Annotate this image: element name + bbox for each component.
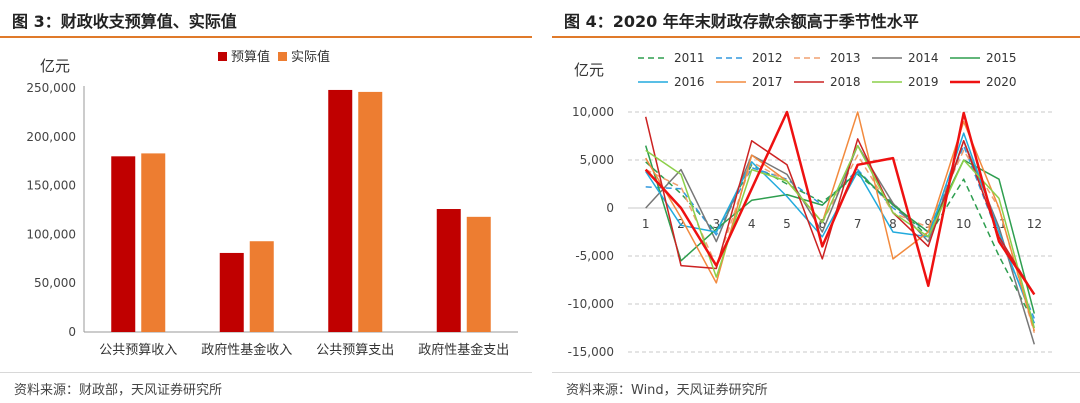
line-chart: 亿元 -15,000 -10,000 -5,000 0 5,000 10,000 1 2 3 4 5 6… xyxy=(568,51,1052,359)
legend-label: 2014 xyxy=(908,51,939,65)
series-line-2013 xyxy=(645,149,1036,334)
right-source-note: 资料来源：Wind，天风证券研究所 xyxy=(566,383,768,398)
bar-budget xyxy=(111,156,136,332)
y-tick-label: 200,000 xyxy=(26,130,76,144)
x-tick-label: 1 xyxy=(642,217,650,231)
y-axis-unit-label: 亿元 xyxy=(574,61,604,79)
y-tick-label: -5,000 xyxy=(575,249,614,263)
x-tick-label: 3 xyxy=(713,217,721,231)
legend-label: 2013 xyxy=(830,51,861,65)
series-line-2019 xyxy=(645,144,1036,329)
x-category-label: 政府性基金收入 xyxy=(201,342,292,358)
y-tick-label: 5,000 xyxy=(580,153,614,167)
x-tick-label: 4 xyxy=(748,217,756,231)
legend-label: 2015 xyxy=(986,51,1017,65)
right-chart-panel: 图 4：2020 年年末财政存款余额高于季节性水平 亿元 -15,000 -10,0… xyxy=(552,0,1080,403)
legend-label: 实际值 xyxy=(291,49,330,65)
x-category-label: 政府性基金支出 xyxy=(418,342,509,358)
y-tick-label: 100,000 xyxy=(26,227,76,241)
bar-budget xyxy=(219,252,244,332)
series-line-2020 xyxy=(644,110,1036,296)
left-chart-title: 图 3：财政收支预算值、实际值 xyxy=(12,12,237,31)
x-category-label: 公共预算支出 xyxy=(316,343,394,358)
y-tick-label: 50,000 xyxy=(34,276,76,290)
y-tick-label: 250,000 xyxy=(26,81,76,95)
y-tick-label: 0 xyxy=(606,201,614,215)
series-line-2011 xyxy=(645,161,1035,324)
y-axis-unit-label: 亿元 xyxy=(40,57,70,75)
right-source-rule xyxy=(552,372,1080,373)
series-line-2017 xyxy=(645,111,1036,332)
y-tick-label: -15,000 xyxy=(568,345,614,359)
series-line-2015 xyxy=(644,145,1036,314)
left-source-note: 资料来源：财政部，天风证券研究所 xyxy=(14,383,223,398)
right-title-rule xyxy=(552,36,1080,38)
y-tick-label: 10,000 xyxy=(572,105,614,119)
series-line-2018 xyxy=(644,116,1035,295)
legend-label: 2011 xyxy=(674,51,705,65)
legend-label: 2012 xyxy=(752,51,783,65)
x-category-label: 公共预算收入 xyxy=(99,343,177,358)
x-tick-label: 9 xyxy=(925,217,933,231)
left-source-rule xyxy=(0,372,532,373)
bar-budget xyxy=(436,209,461,332)
y-tick-label: 0 xyxy=(68,325,76,339)
bar-chart: 亿元 0 50,000 100,000 150,000 200,000 250,000 公共预… xyxy=(26,49,518,358)
legend-label: 2018 xyxy=(830,75,861,89)
bar-actual xyxy=(249,241,274,332)
y-tick-label: 150,000 xyxy=(26,179,76,193)
x-tick-label: 5 xyxy=(783,217,791,231)
bar-actual xyxy=(358,91,383,333)
y-tick-label: -10,000 xyxy=(568,297,614,311)
bar-actual xyxy=(141,153,166,332)
left-chart-panel: 图 3：财政收支预算值、实际值 亿元 0 50,000 100,000 150,000 2… xyxy=(0,0,532,403)
legend-label: 预算值 xyxy=(231,49,270,65)
legend-swatch xyxy=(278,52,287,61)
x-tick-label: 7 xyxy=(854,217,862,231)
x-tick-label: 6 xyxy=(819,217,827,231)
x-tick-label: 12 xyxy=(1027,217,1042,231)
bar-budget xyxy=(328,89,353,333)
legend-label: 2017 xyxy=(752,75,783,89)
legend-label: 2016 xyxy=(674,75,705,89)
x-tick-label: 10 xyxy=(956,217,971,231)
legend-label: 2020 xyxy=(986,75,1017,89)
bar-actual xyxy=(466,216,491,332)
x-tick-label: 8 xyxy=(889,217,897,231)
legend-label: 2019 xyxy=(908,75,939,89)
right-chart-title: 图 4：2020 年年末财政存款余额高于季节性水平 xyxy=(564,12,919,31)
legend-swatch xyxy=(218,52,227,61)
left-title-rule xyxy=(0,36,532,38)
